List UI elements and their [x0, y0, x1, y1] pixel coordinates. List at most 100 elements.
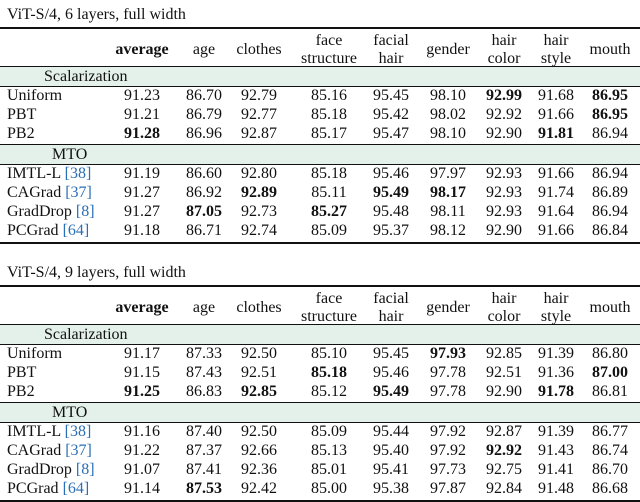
- value-cell: 97.73: [430, 461, 466, 478]
- citation-link[interactable]: [38]: [64, 165, 92, 182]
- method-label: PBT: [7, 106, 37, 123]
- value-cell: 86.92: [186, 184, 222, 201]
- value-cell: 92.87: [486, 423, 522, 440]
- value-cell: 95.47: [373, 125, 409, 142]
- citation-link[interactable]: [38]: [64, 423, 92, 440]
- value-cell: 91.68: [538, 87, 574, 104]
- method-label: CAGrad: [7, 184, 66, 201]
- value-cell: 91.81: [538, 125, 574, 142]
- citation-link[interactable]: [8]: [75, 203, 95, 220]
- column-header: hair style: [540, 290, 572, 325]
- column-header: facial hair: [373, 32, 409, 67]
- value-cell: 92.84: [486, 480, 522, 497]
- column-header: facial hair: [373, 290, 409, 325]
- method-name: PBT: [7, 106, 36, 124]
- value-cell: 91.78: [538, 383, 574, 400]
- citation-link[interactable]: [37]: [65, 442, 92, 459]
- value-cell: 97.97: [430, 165, 466, 182]
- value-cell: 86.94: [592, 203, 628, 220]
- column-header: age: [192, 299, 216, 316]
- group-end-rule: [0, 402, 640, 403]
- value-cell: 86.60: [186, 165, 222, 182]
- value-cell: 92.93: [486, 203, 522, 220]
- value-cell: 87.40: [186, 423, 222, 440]
- value-cell: 97.92: [430, 442, 466, 459]
- value-cell: 92.74: [241, 222, 277, 239]
- column-header: mouth: [589, 41, 631, 58]
- value-cell: 87.37: [186, 442, 222, 459]
- value-cell: 97.78: [430, 383, 466, 400]
- method-name: PCGrad [64]: [7, 222, 89, 240]
- citation-link[interactable]: [8]: [75, 461, 95, 478]
- value-cell: 98.12: [430, 222, 466, 239]
- method-label: CAGrad: [7, 442, 66, 459]
- value-cell: 95.45: [373, 87, 409, 104]
- value-cell: 92.66: [241, 442, 277, 459]
- value-cell: 95.42: [373, 106, 409, 123]
- value-cell: 95.49: [373, 383, 409, 400]
- group-label: Scalarization: [44, 68, 128, 85]
- method-label: PCGrad: [7, 222, 63, 239]
- group-rule: [0, 422, 640, 423]
- method-name: PB2: [7, 383, 35, 401]
- method-label: PBT: [7, 364, 37, 381]
- value-cell: 85.16: [311, 87, 347, 104]
- value-cell: 85.13: [311, 442, 347, 459]
- column-header: hair color: [487, 32, 521, 67]
- value-cell: 92.90: [486, 383, 522, 400]
- value-cell: 91.64: [538, 203, 574, 220]
- group-label: MTO: [52, 404, 88, 421]
- value-cell: 92.85: [486, 345, 522, 362]
- citation-link[interactable]: [64]: [62, 222, 90, 239]
- value-cell: 97.93: [430, 345, 466, 362]
- value-cell: 87.53: [186, 480, 222, 497]
- value-cell: 95.38: [373, 480, 409, 497]
- value-cell: 92.79: [241, 87, 277, 104]
- value-cell: 91.41: [538, 461, 574, 478]
- column-header: face structure: [301, 290, 357, 325]
- method-label: IMTL-L: [7, 423, 65, 440]
- column-header: average: [115, 299, 169, 316]
- header-rule: [0, 66, 640, 67]
- value-cell: 86.74: [592, 442, 628, 459]
- citation-link[interactable]: [64]: [62, 480, 90, 497]
- method-label: PB2: [7, 125, 35, 142]
- value-cell: 85.18: [311, 165, 347, 182]
- value-cell: 92.77: [241, 106, 277, 123]
- value-cell: 86.96: [186, 125, 222, 142]
- value-cell: 87.05: [186, 203, 222, 220]
- column-header: mouth: [589, 299, 631, 316]
- value-cell: 85.09: [311, 423, 347, 440]
- group-rule: [0, 86, 640, 87]
- value-cell: 95.40: [373, 442, 409, 459]
- column-header: face structure: [301, 32, 357, 67]
- value-cell: 98.02: [430, 106, 466, 123]
- value-cell: 98.10: [430, 125, 466, 142]
- value-cell: 92.92: [486, 442, 522, 459]
- value-cell: 85.18: [311, 106, 347, 123]
- value-cell: 85.11: [311, 184, 347, 201]
- value-cell: 86.70: [186, 87, 222, 104]
- value-cell: 91.15: [124, 364, 160, 381]
- group-end-rule: [0, 144, 640, 145]
- value-cell: 91.25: [124, 383, 160, 400]
- value-cell: 91.66: [538, 165, 574, 182]
- method-name: CAGrad [37]: [7, 184, 92, 202]
- method-label: GradDrop: [7, 203, 76, 220]
- citation-link[interactable]: [37]: [65, 184, 92, 201]
- top-rule: [0, 27, 640, 29]
- value-cell: 86.79: [186, 106, 222, 123]
- header-rule: [0, 324, 640, 325]
- value-cell: 97.92: [430, 423, 466, 440]
- top-rule: [0, 285, 640, 287]
- value-cell: 87.00: [592, 364, 628, 381]
- value-cell: 86.81: [592, 383, 628, 400]
- value-cell: 95.46: [373, 364, 409, 381]
- value-cell: 87.43: [186, 364, 222, 381]
- value-cell: 91.14: [124, 480, 160, 497]
- value-cell: 92.42: [241, 480, 277, 497]
- value-cell: 92.90: [486, 125, 522, 142]
- value-cell: 92.80: [241, 165, 277, 182]
- value-cell: 98.11: [430, 203, 466, 220]
- method-label: GradDrop: [7, 461, 76, 478]
